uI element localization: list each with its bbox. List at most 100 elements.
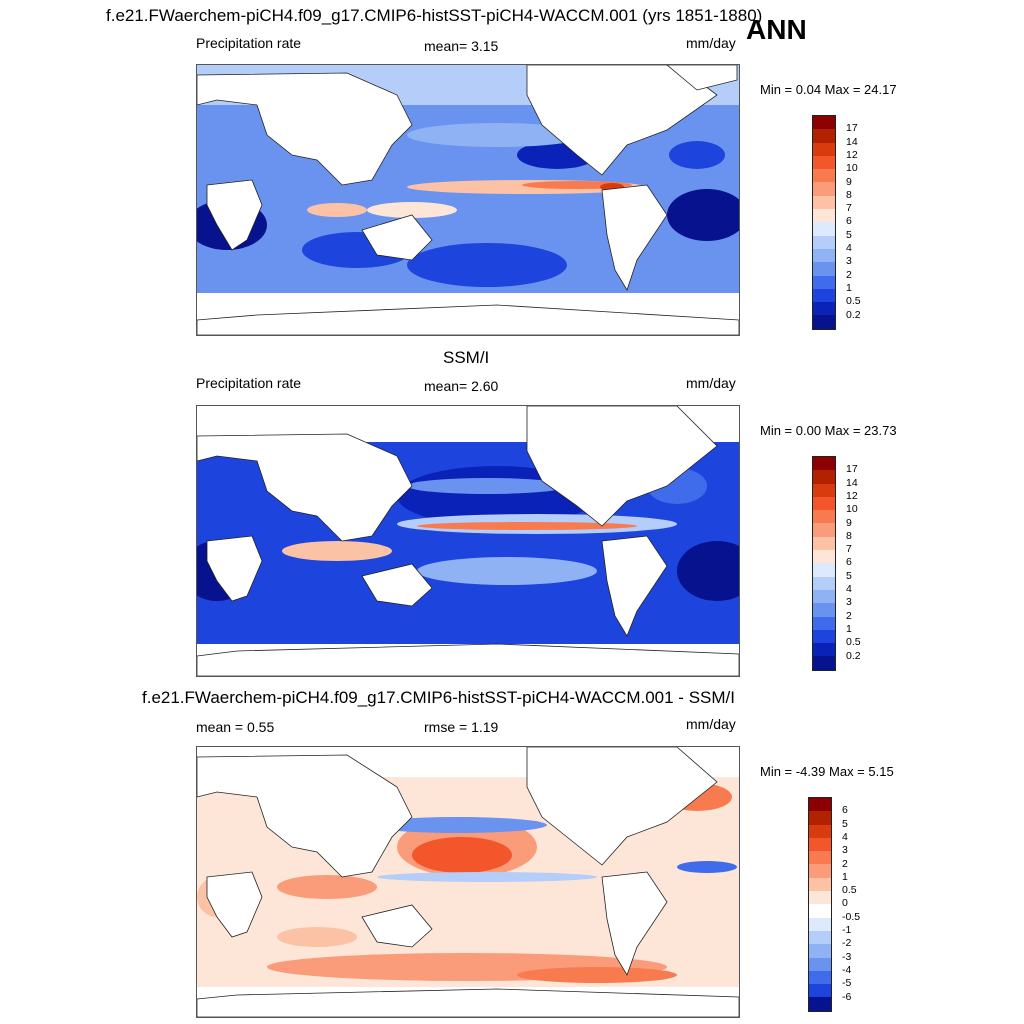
colorbar-tick-label: 0.5 xyxy=(842,884,857,897)
colorbar-swatch xyxy=(809,984,831,998)
colorbar-swatch xyxy=(813,550,835,564)
colorbar-tick-label: 4 xyxy=(846,583,852,595)
colorbar-swatch xyxy=(813,195,835,210)
colorbar-swatch xyxy=(813,155,835,170)
colorbar-swatch xyxy=(813,496,835,511)
colorbar-swatch xyxy=(809,824,831,838)
colorbar-swatch xyxy=(809,904,831,918)
colorbar-tick-label: 0.2 xyxy=(846,308,861,321)
colorbar-tick-label: -0.5 xyxy=(842,910,861,923)
colorbar-tick-label: 14 xyxy=(846,135,858,148)
colorbar-tick-label: 10 xyxy=(846,162,858,175)
panel1-colorbar xyxy=(812,115,836,330)
colorbar-swatch xyxy=(809,944,831,958)
colorbar-swatch xyxy=(809,798,831,812)
colorbar-swatch xyxy=(813,616,835,630)
panel1-units: mm/day xyxy=(686,35,736,51)
colorbar-swatch xyxy=(813,182,835,196)
colorbar-tick-label: 3 xyxy=(842,844,848,857)
panel2-variable: Precipitation rate xyxy=(196,375,302,391)
colorbar-swatch xyxy=(813,470,835,484)
colorbar-swatch xyxy=(809,891,831,905)
panel3-minmax: Min = -4.39 Max = 5.15 xyxy=(760,764,894,779)
colorbar-tick-label: 1 xyxy=(846,622,852,635)
colorbar-swatch xyxy=(809,851,831,865)
colorbar-tick-label: 8 xyxy=(846,188,852,201)
colorbar-tick-label: 0.5 xyxy=(846,295,861,308)
main-title: f.e21.FWaerchem-piCH4.f09_g17.CMIP6-hist… xyxy=(106,6,763,25)
colorbar-tick-label: 17 xyxy=(846,122,858,135)
colorbar-swatch xyxy=(813,262,835,276)
colorbar-swatch xyxy=(809,957,831,971)
colorbar-swatch xyxy=(809,811,831,825)
colorbar-tick-label: 5 xyxy=(846,228,852,241)
colorbar-swatch xyxy=(813,629,835,644)
colorbar-swatch xyxy=(813,116,835,130)
colorbar-swatch xyxy=(813,510,835,524)
colorbar-tick-label: 6 xyxy=(846,556,852,569)
panel2-units: mm/day xyxy=(686,375,736,391)
colorbar-swatch xyxy=(809,837,831,852)
colorbar-swatch xyxy=(813,169,835,183)
panel1-minmax: Min = 0.04 Max = 24.17 xyxy=(760,82,897,97)
colorbar-swatch xyxy=(813,603,835,617)
colorbar-swatch xyxy=(813,589,835,604)
colorbar-swatch xyxy=(813,142,835,156)
colorbar-swatch xyxy=(813,536,835,551)
colorbar-tick-label: -6 xyxy=(842,990,852,1003)
colorbar-tick-label: 5 xyxy=(842,817,848,830)
panel1-mean: mean= 3.15 xyxy=(424,38,499,54)
colorbar-swatch xyxy=(813,275,835,289)
panel2-minmax: Min = 0.00 Max = 23.73 xyxy=(760,423,897,438)
colorbar-swatch xyxy=(809,864,831,878)
colorbar-swatch xyxy=(809,930,831,945)
colorbar-swatch xyxy=(809,917,831,931)
panel3-units: mm/day xyxy=(686,716,736,732)
colorbar-tick-label: 12 xyxy=(846,489,858,502)
colorbar-swatch xyxy=(809,877,831,892)
colorbar-tick-label: 0 xyxy=(842,897,848,910)
colorbar-swatch xyxy=(813,315,835,329)
colorbar-tick-label: -1 xyxy=(842,924,852,936)
colorbar-swatch xyxy=(813,129,835,143)
colorbar-tick-label: 4 xyxy=(842,830,848,843)
colorbar-tick-label: 3 xyxy=(846,596,852,609)
season-label: ANN xyxy=(746,14,807,45)
colorbar-swatch xyxy=(813,302,835,316)
colorbar-tick-label: 17 xyxy=(846,463,858,476)
colorbar-tick-label: 12 xyxy=(846,148,858,161)
panel1-variable: Precipitation rate xyxy=(196,35,302,51)
colorbar-swatch xyxy=(813,523,835,537)
colorbar-swatch xyxy=(813,222,835,236)
colorbar-tick-label: 5 xyxy=(846,569,852,582)
colorbar-tick-label: 9 xyxy=(846,175,852,188)
colorbar-tick-label: 2 xyxy=(846,268,852,281)
panel3-mean: mean = 0.55 xyxy=(196,719,275,735)
colorbar-tick-label: 14 xyxy=(846,476,858,489)
colorbar-tick-label: -5 xyxy=(842,977,852,990)
colorbar-tick-label: -4 xyxy=(842,963,852,976)
colorbar-tick-label: 2 xyxy=(846,609,852,622)
colorbar-swatch xyxy=(813,248,835,263)
panel2-title: SSM/I xyxy=(443,348,490,367)
colorbar-tick-label: 1 xyxy=(846,281,852,294)
colorbar-tick-label: 0.2 xyxy=(846,649,861,662)
colorbar-tick-label: 7 xyxy=(846,543,852,556)
colorbar-tick-label: 10 xyxy=(846,503,858,516)
colorbar-swatch xyxy=(813,209,835,223)
colorbar-tick-label: 7 xyxy=(846,202,852,215)
panel2-colorbar xyxy=(812,456,836,671)
panel3-title: f.e21.FWaerchem-piCH4.f09_g17.CMIP6-hist… xyxy=(142,688,735,707)
colorbar-tick-label: 3 xyxy=(846,255,852,268)
colorbar-swatch xyxy=(813,457,835,471)
colorbar-tick-label: -3 xyxy=(842,950,852,963)
colorbar-tick-label: 4 xyxy=(846,242,852,254)
colorbar-tick-label: 9 xyxy=(846,516,852,529)
colorbar-swatch xyxy=(813,235,835,249)
panel2-mean: mean= 2.60 xyxy=(424,378,499,394)
colorbar-swatch xyxy=(813,656,835,670)
colorbar-tick-label: 6 xyxy=(842,804,848,817)
colorbar-swatch xyxy=(813,643,835,657)
panel1-map xyxy=(196,64,740,336)
colorbar-tick-label: 8 xyxy=(846,529,852,542)
